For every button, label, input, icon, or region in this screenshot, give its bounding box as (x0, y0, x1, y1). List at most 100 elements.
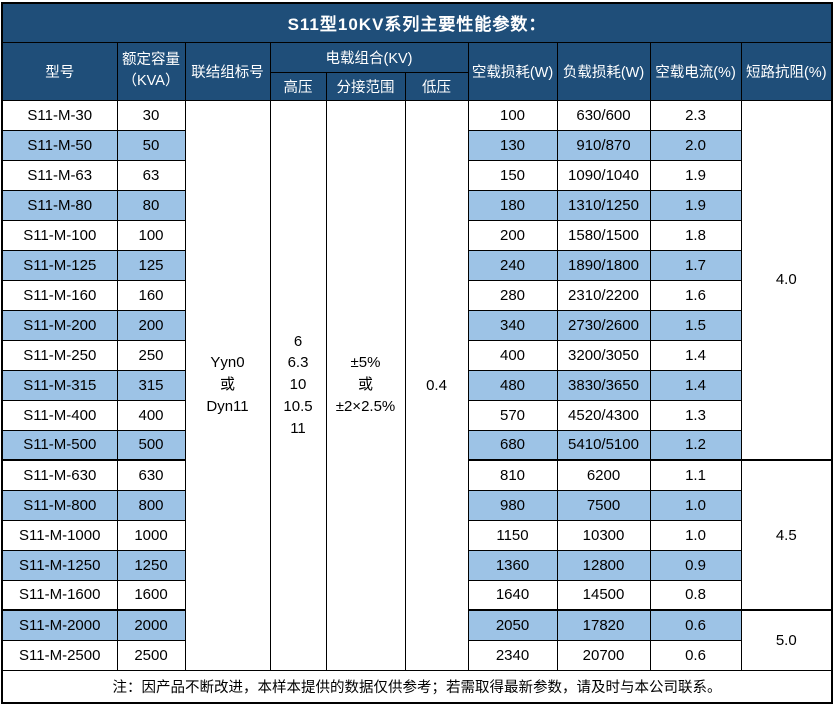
cell-load-loss: 1580/1500 (556, 219, 651, 251)
cell-capacity: 2000 (116, 609, 186, 641)
cell-model: S11-M-160 (1, 279, 118, 311)
cell-load-loss: 1890/1800 (556, 249, 651, 281)
cell-model: S11-M-2500 (1, 639, 118, 671)
cell-no-load-loss: 1150 (467, 519, 558, 551)
cell-load-loss: 910/870 (556, 129, 651, 161)
cell-model: S11-M-80 (1, 189, 118, 221)
cell-load-loss: 3830/3650 (556, 369, 651, 401)
cell-no-load-loss: 280 (467, 279, 558, 311)
cell-load-loss: 6200 (556, 459, 651, 491)
cell-load-loss: 2310/2200 (556, 279, 651, 311)
cell-no-load-current: 1.9 (649, 189, 742, 221)
cell-no-load-current: 1.8 (649, 219, 742, 251)
cell-no-load-loss: 130 (467, 129, 558, 161)
cell-lv-voltage: 0.4 (404, 99, 469, 671)
cell-no-load-loss: 680 (467, 429, 558, 461)
col-header-tap-range: 分接范围 (325, 71, 406, 101)
cell-no-load-current: 1.2 (649, 429, 742, 461)
cell-capacity: 30 (116, 99, 186, 131)
cell-capacity: 50 (116, 129, 186, 161)
col-header-model: 型号 (1, 41, 118, 101)
table-row: S11-M-30 30 Yyn0 或 Dyn11 6 6.3 10 10.5 11 ±5… (1, 99, 833, 671)
col-header-voltage-combo: 电载组合(KV) (269, 41, 469, 73)
table-row: S11-M-50 50 130 910/870 2.0 (1, 129, 832, 161)
cell-no-load-current: 0.6 (649, 609, 742, 641)
cell-model: S11-M-50 (1, 129, 118, 161)
cell-no-load-loss: 340 (467, 309, 558, 341)
table-row: S11-M-1250 1250 1360 12800 0.9 (1, 549, 832, 581)
cell-no-load-current: 1.0 (649, 489, 742, 521)
cell-capacity: 800 (116, 489, 186, 521)
cell-no-load-current: 1.5 (649, 309, 742, 341)
cell-no-load-loss: 480 (467, 369, 558, 401)
cell-capacity: 100 (116, 219, 186, 251)
table-row: S11-M-160 160 280 2310/2200 1.6 (1, 279, 832, 311)
cell-capacity: 1250 (116, 549, 186, 581)
table-row: S11-M-1000 1000 1150 10300 1.0 (1, 519, 832, 551)
table-row: S11-M-2500 2500 2340 20700 0.6 (1, 639, 832, 671)
cell-capacity: 200 (116, 309, 186, 341)
cell-no-load-current: 2.3 (649, 99, 742, 131)
table-row: S11-M-80 80 180 1310/1250 1.9 (1, 189, 832, 221)
cell-no-load-loss: 240 (467, 249, 558, 281)
cell-load-loss: 1310/1250 (556, 189, 651, 221)
table-footer: 注：因产品不断改进，本样本提供的数据仅供参考；若需取得最新参数，请及时与本公司联… (1, 669, 833, 704)
cell-load-loss: 3200/3050 (556, 339, 651, 371)
cell-capacity: 80 (116, 189, 186, 221)
cell-no-load-current: 1.7 (649, 249, 742, 281)
cell-capacity: 2500 (116, 639, 186, 671)
cell-capacity: 63 (116, 159, 186, 191)
table-row: S11-M-2000 2000 2050 17820 0.6 5.0 (1, 609, 833, 671)
col-header-capacity: 额定容量 （KVA） (116, 41, 186, 101)
table-row: S11-M-125 125 240 1890/1800 1.7 (1, 249, 832, 281)
cell-model: S11-M-2000 (1, 609, 118, 641)
cell-capacity: 125 (116, 249, 186, 281)
cell-no-load-current: 1.4 (649, 339, 742, 371)
cell-model: S11-M-800 (1, 489, 118, 521)
table-body: S11-M-30 30 Yyn0 或 Dyn11 6 6.3 10 10.5 11 ±5… (1, 99, 833, 671)
header-row-1: 型号 额定容量 （KVA） 联结组标号 电载组合(KV) 空载损耗(W) 负载损… (1, 41, 833, 101)
cell-model: S11-M-125 (1, 249, 118, 281)
col-header-no-load-loss: 空载损耗(W) (467, 41, 558, 101)
cell-no-load-loss: 810 (467, 459, 558, 491)
cell-no-load-loss: 2340 (467, 639, 558, 671)
table-row: S11-M-400 400 570 4520/4300 1.3 (1, 399, 832, 431)
title-row: S11型10KV系列主要性能参数： (1, 2, 833, 43)
col-header-impedance: 短路抗阻(%) (740, 41, 833, 101)
cell-model: S11-M-400 (1, 399, 118, 431)
table-header: S11型10KV系列主要性能参数： 型号 额定容量 （KVA） 联结组标号 电载… (1, 2, 833, 101)
cell-impedance: 4.5 (740, 459, 833, 611)
cell-load-loss: 10300 (556, 519, 651, 551)
table-row: S11-M-1600 1600 1640 14500 0.8 (1, 579, 832, 611)
cell-no-load-loss: 180 (467, 189, 558, 221)
cell-load-loss: 14500 (556, 579, 651, 611)
cell-no-load-current: 0.8 (649, 579, 742, 611)
cell-model: S11-M-1000 (1, 519, 118, 551)
cell-no-load-loss: 980 (467, 489, 558, 521)
cell-load-loss: 17820 (556, 609, 651, 641)
cell-no-load-current: 1.0 (649, 519, 742, 551)
cell-no-load-current: 2.0 (649, 129, 742, 161)
cell-capacity: 400 (116, 399, 186, 431)
header-row-2: 高压 分接范围 低压 (2, 71, 832, 101)
cell-no-load-current: 1.6 (649, 279, 742, 311)
cell-no-load-current: 1.4 (649, 369, 742, 401)
cell-load-loss: 1090/1040 (556, 159, 651, 191)
cell-model: S11-M-200 (1, 309, 118, 341)
table-row: S11-M-500 500 680 5410/5100 1.2 (1, 429, 832, 461)
cell-model: S11-M-1250 (1, 549, 118, 581)
cell-load-loss: 4520/4300 (556, 399, 651, 431)
cell-load-loss: 630/600 (556, 99, 651, 131)
cell-no-load-loss: 100 (467, 99, 558, 131)
cell-load-loss: 7500 (556, 489, 651, 521)
cell-model: S11-M-1600 (1, 579, 118, 611)
col-header-no-load-current: 空载电流(%) (649, 41, 742, 101)
cell-capacity: 630 (116, 459, 186, 491)
cell-capacity: 500 (116, 429, 186, 461)
cell-no-load-current: 0.6 (649, 639, 742, 671)
cell-capacity: 1000 (116, 519, 186, 551)
cell-load-loss: 2730/2600 (556, 309, 651, 341)
cell-no-load-loss: 150 (467, 159, 558, 191)
